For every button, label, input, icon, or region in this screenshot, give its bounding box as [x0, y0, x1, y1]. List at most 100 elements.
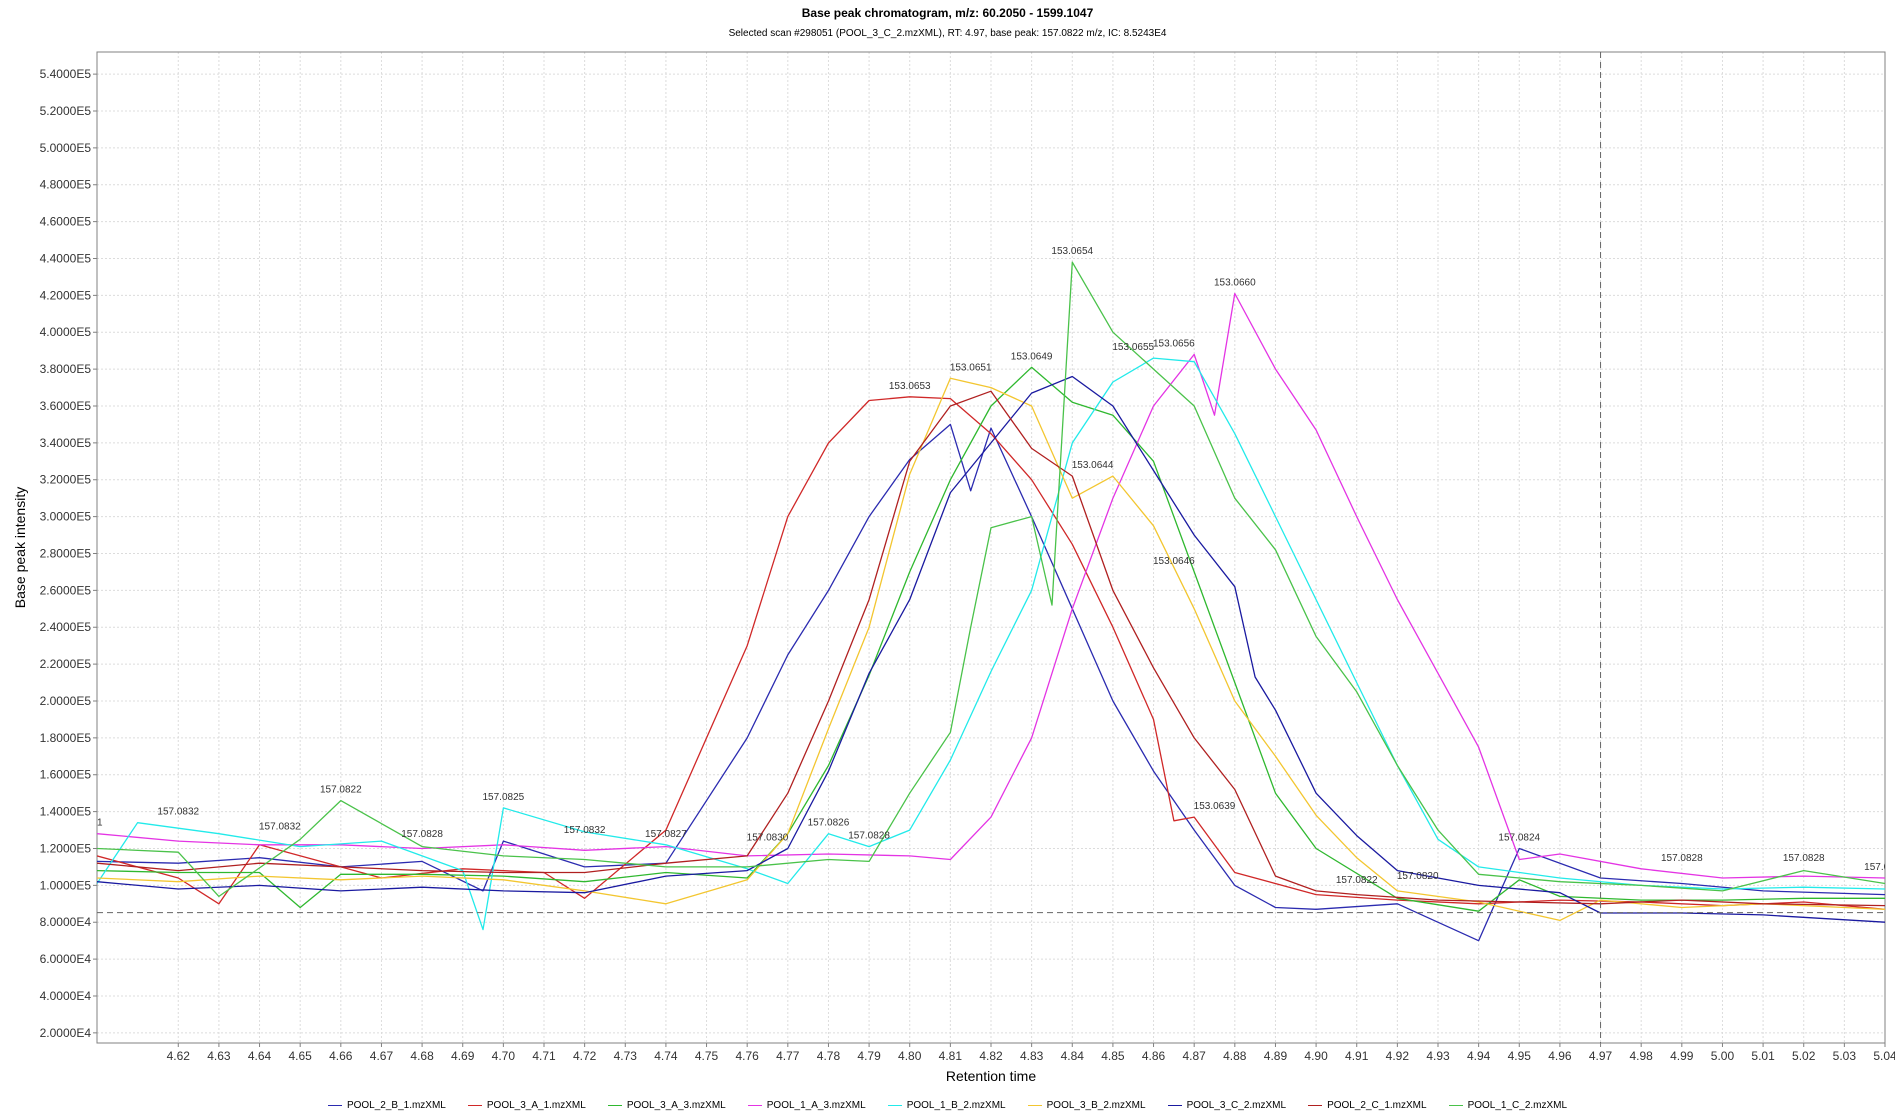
series-line	[97, 375, 1885, 923]
x-tick-label: 4.79	[857, 1049, 881, 1063]
peak-annotation: 153.0646	[1153, 556, 1195, 567]
series-group	[97, 261, 1885, 942]
legend-label: POOL_1_A_3.mzXML	[766, 1099, 866, 1111]
x-tick-label: 4.94	[1467, 1049, 1491, 1063]
x-tick-label: 5.02	[1792, 1049, 1816, 1063]
legend-label: POOL_2_B_1.mzXML	[346, 1099, 446, 1111]
legend-label: POOL_3_A_1.mzXML	[486, 1099, 586, 1111]
peak-annotation: 153.0654	[1051, 246, 1093, 257]
x-tick-label: 4.64	[248, 1049, 272, 1063]
y-tick-label: 1.0000E5	[40, 878, 92, 892]
legend-label: POOL_3_A_3.mzXML	[626, 1099, 726, 1111]
y-tick-label: 3.0000E5	[40, 510, 92, 524]
y-tick-label: 5.0000E5	[40, 141, 92, 155]
x-tick-label: 4.67	[370, 1049, 394, 1063]
x-tick-label: 5.00	[1711, 1049, 1735, 1063]
series-line	[97, 390, 1885, 907]
x-tick-label: 4.68	[410, 1049, 434, 1063]
peak-annotation: 153.0653	[889, 381, 931, 392]
x-tick-label: 4.87	[1183, 1049, 1207, 1063]
legend-label: POOL_1_B_2.mzXML	[906, 1099, 1006, 1111]
chart-legend: POOL_2_B_1.mzXML POOL_3_A_1.mzXML POOL_3_A…	[0, 1098, 1895, 1112]
x-tick-label: 4.86	[1142, 1049, 1166, 1063]
x-tick-label: 5.04	[1873, 1049, 1895, 1063]
y-axis-label: Base peak intensity	[12, 487, 28, 608]
y-tick-label: 1.6000E5	[40, 768, 92, 782]
legend-swatch	[1448, 1104, 1463, 1106]
y-tick-label: 4.8000E5	[40, 178, 92, 192]
legend-item[interactable]: POOL_1_C_2.mzXML	[1448, 1099, 1568, 1111]
peak-annotation: 153.0639	[1194, 801, 1236, 812]
legend-item[interactable]: POOL_2_C_1.mzXML	[1308, 1100, 1427, 1111]
x-tick-label: 4.99	[1670, 1049, 1694, 1063]
x-tick-label: 4.72	[573, 1049, 597, 1063]
legend-item[interactable]: POOL_3_A_3.mzXML	[607, 1099, 726, 1111]
legend-item[interactable]: POOL_2_B_1.mzXML	[327, 1099, 446, 1111]
legend-swatch	[1027, 1104, 1042, 1106]
peak-annotation: 157.0832	[564, 825, 606, 836]
y-tick-label: 6.0000E4	[40, 952, 92, 966]
peak-annotation: 153.0651	[950, 362, 992, 373]
x-tick-label: 4.91	[1345, 1049, 1369, 1063]
x-tick-label: 4.70	[492, 1049, 516, 1063]
x-tick-label: 4.85	[1101, 1049, 1125, 1063]
x-tick-label: 4.93	[1426, 1049, 1450, 1063]
y-axis: 5.4000E5 5.2000E5 5.0000E5 4.8000E5 4.6000E5…	[40, 67, 97, 1040]
peak-annotation: 157.0826	[808, 818, 850, 829]
x-tick-label: 4.83	[1020, 1049, 1044, 1063]
legend-item[interactable]: POOL_1_A_3.mzXML	[747, 1099, 866, 1111]
x-tick-label: 4.76	[736, 1049, 760, 1063]
peak-annotation: 157.0828	[401, 829, 443, 840]
x-tick-label: 4.98	[1630, 1049, 1654, 1063]
legend-label: POOL_1_C_2.mzXML	[1467, 1099, 1568, 1111]
peak-annotation: 157.0832	[157, 807, 199, 818]
x-tick-label: 4.71	[532, 1049, 556, 1063]
legend-swatch	[467, 1104, 482, 1106]
y-tick-label: 1.8000E5	[40, 731, 92, 745]
y-tick-label: 4.0000E4	[40, 989, 92, 1003]
x-axis: 4.62 4.63 4.64 4.65 4.66 4.67 4.68 4.69 4.70 4.71…	[167, 1043, 1895, 1063]
legend-swatch	[1167, 1104, 1182, 1106]
y-tick-label: 3.8000E5	[40, 362, 92, 376]
x-tick-label: 4.80	[898, 1049, 922, 1063]
legend-swatch	[887, 1104, 902, 1106]
y-tick-label: 2.0000E4	[40, 1026, 92, 1040]
legend-label: POOL_2_C_1.mzXML	[1327, 1099, 1427, 1111]
x-tick-label: 4.62	[167, 1049, 191, 1063]
x-tick-label: 4.88	[1223, 1049, 1247, 1063]
y-tick-label: 8.0000E4	[40, 915, 92, 929]
x-tick-label: 4.77	[776, 1049, 800, 1063]
x-tick-label: 4.63	[207, 1049, 231, 1063]
x-tick-label: 4.66	[329, 1049, 353, 1063]
legend-item[interactable]: POOL_3_C_2.mzXML	[1167, 1099, 1287, 1111]
y-tick-label: 2.2000E5	[40, 657, 92, 671]
y-tick-label: 4.6000E5	[40, 215, 92, 229]
peak-annotation: 153.0660	[1214, 278, 1256, 289]
x-tick-label: 4.75	[695, 1049, 719, 1063]
x-tick-label: 4.96	[1548, 1049, 1572, 1063]
y-tick-label: 2.8000E5	[40, 546, 92, 560]
peak-annotation: 157.0828	[848, 831, 890, 842]
y-tick-label: 4.4000E5	[40, 251, 92, 265]
legend-swatch	[1308, 1104, 1323, 1106]
peak-annotation: 157.0831	[1864, 862, 1895, 873]
x-tick-label: 4.84	[1061, 1049, 1085, 1063]
peak-annotation: 157.0825	[483, 792, 525, 803]
x-tick-label: 4.89	[1264, 1049, 1288, 1063]
series-line	[97, 261, 1885, 898]
legend-swatch	[327, 1104, 342, 1106]
x-tick-label: 4.65	[289, 1049, 313, 1063]
x-tick-label: 4.73	[614, 1049, 638, 1063]
y-tick-label: 4.2000E5	[40, 288, 92, 302]
series-line	[97, 292, 1885, 879]
peak-annotation: 157.0820	[1397, 871, 1439, 882]
legend-swatch	[747, 1104, 762, 1106]
peak-annotation: 153.0644	[1072, 460, 1114, 471]
legend-item[interactable]: POOL_1_B_2.mzXML	[887, 1099, 1006, 1111]
chart-subtitle: Selected scan #298051 (POOL_3_C_2.mzXML)…	[728, 28, 1167, 39]
legend-item[interactable]: POOL_3_A_1.mzXML	[467, 1099, 586, 1111]
x-tick-label: 5.01	[1751, 1049, 1775, 1063]
legend-label: POOL_3_C_2.mzXML	[1186, 1099, 1287, 1111]
legend-item[interactable]: POOL_3_B_2.mzXML	[1027, 1100, 1146, 1111]
